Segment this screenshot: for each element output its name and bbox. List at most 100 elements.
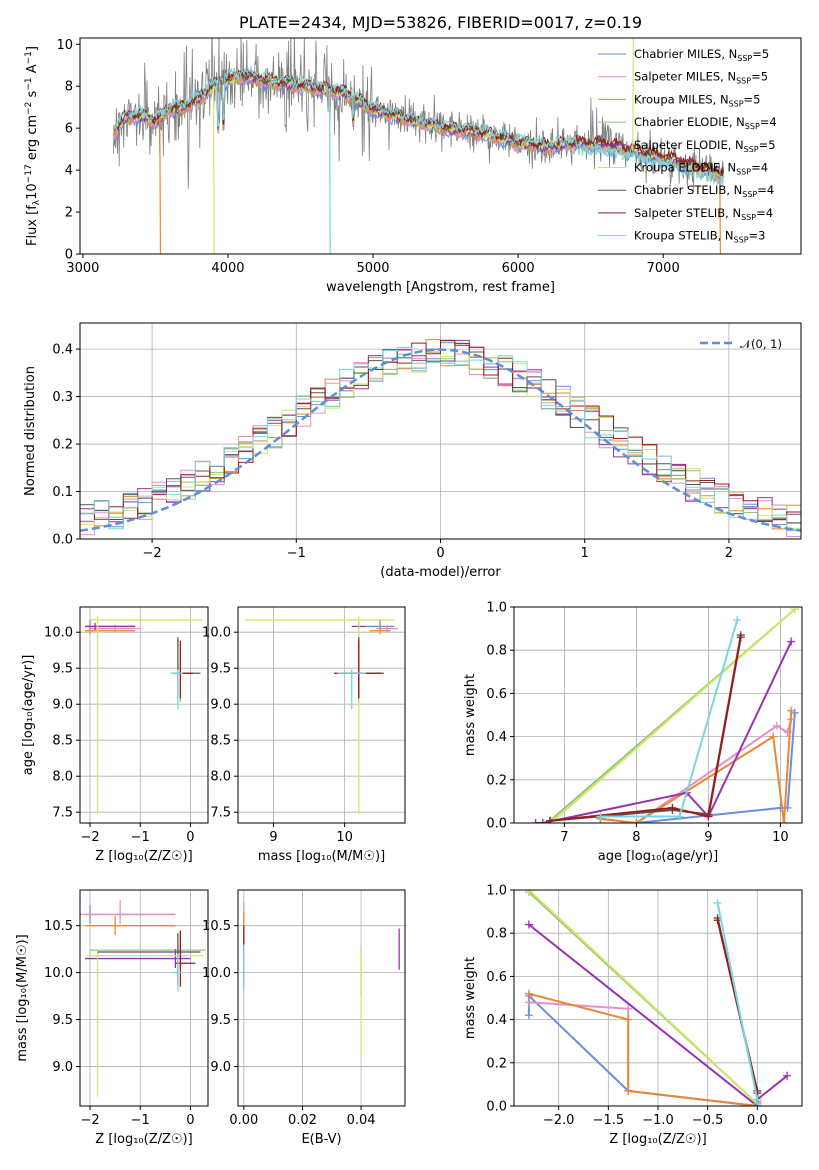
weight-line-salpeter_stelib [549, 637, 742, 822]
model-spike [632, 38, 635, 151]
age_vs_mass-panel: 9 10 7.5 8.0 8.5 9.0 9.5 10.0 mass [log₁₀(M/M☉)] [202, 606, 406, 864]
weight-marker-salpeter_stelib [736, 633, 745, 642]
x-tick-label: −0.5 [692, 1113, 724, 1128]
spectrum-legend: Chabrier MILES, NSSP=5 Salpeter MILES, NS… [598, 47, 777, 245]
x-tick-label: 6000 [502, 261, 535, 276]
weight-marker-salpeter_elodie [538, 819, 547, 823]
x-tick-label: 0 [186, 1113, 194, 1128]
x-tick-label: 10 [772, 830, 789, 845]
age_vs_mass-plot-area [245, 616, 398, 815]
weight-marker-kroupa_stelib [596, 812, 605, 821]
x-axis-label: Z [log₁₀(Z/Z☉)] [609, 1132, 706, 1147]
weight-line-kroupa_miles [528, 992, 759, 1106]
y-tick-label: 9.5 [210, 1013, 231, 1028]
model-spike [719, 173, 722, 254]
x-tick-label: 4000 [211, 261, 244, 276]
x-tick-label: 0 [186, 830, 194, 845]
x-tick-label: 9 [704, 830, 712, 845]
data-spectrum [113, 38, 725, 191]
legend-entry: 𝒩(0, 1) [740, 337, 782, 351]
weight-marker-kroupa_stelib [713, 898, 722, 907]
weight_vs_age-plot-area [531, 607, 799, 823]
legend-entry: Chabrier MILES, NSSP=5 [634, 47, 769, 63]
y-axis-label: mass weight [463, 674, 478, 756]
y-tick-label: 0.2 [486, 773, 507, 788]
x-tick-label: 9 [269, 830, 277, 845]
y-tick-label: 9.0 [210, 1060, 231, 1075]
weight-marker-chabrier_miles [524, 1011, 533, 1020]
x-tick-label: 2 [725, 546, 733, 561]
histogram-chabrier_stelib [80, 343, 801, 524]
axes-frame [79, 606, 209, 824]
x-tick-label: −2 [80, 1113, 99, 1128]
histogram-kroupa_miles [80, 339, 801, 530]
y-tick-label: 9.5 [52, 1013, 73, 1028]
age_vs_z-plot-area [85, 616, 203, 815]
x-axis-label: E(B-V) [301, 1132, 341, 1147]
y-tick-label: 8.5 [52, 734, 73, 749]
weight-marker-salpeter_miles [524, 998, 533, 1007]
legend-entry: Salpeter STELIB, NSSP=4 [634, 206, 773, 222]
weight-marker-salpeter_stelib [668, 803, 677, 812]
y-tick-label: 1.0 [486, 601, 507, 616]
y-tick-label: 9.5 [52, 662, 73, 677]
histogram-salpeter_stelib [80, 340, 801, 521]
y-tick-label: 10.0 [202, 966, 231, 981]
residuals-panel: −2 −1 0 1 2 0.0 0.1 0.2 0.3 0.4 (data-model)/error… [23, 322, 802, 580]
chart-title: PLATE=2434, MJD=53826, FIBERID=0017, z=0… [239, 13, 642, 32]
weight_vs_z-panel: −2.0 −1.5 −1.0 −0.5 0.0 0.0 0.2 0.4 0.6 0.8 1.0 Z [… [463, 884, 803, 1147]
x-axis-label: age [log₁₀(age/yr)] [598, 849, 719, 864]
y-tick-label: 0.6 [486, 970, 507, 985]
x-tick-label: −2.0 [543, 1113, 575, 1128]
y-tick-label: 0.6 [486, 687, 507, 702]
x-tick-label: 7 [560, 830, 568, 845]
y-tick-label: 0.3 [52, 390, 73, 405]
residuals-legend: 𝒩(0, 1) [700, 337, 782, 351]
y-tick-label: 9.0 [52, 1060, 73, 1075]
x-tick-label: 0.04 [347, 1113, 376, 1128]
weight-marker-kroupa_miles [780, 819, 788, 823]
x-tick-label: −2 [143, 546, 162, 561]
weight-marker-kroupa_miles [524, 989, 533, 998]
x-tick-label: 0 [436, 546, 444, 561]
legend-entry: Chabrier ELODIE, NSSP=4 [634, 115, 777, 131]
x-axis-label: mass [log₁₀(M/M☉)] [258, 849, 385, 864]
age_vs_z-panel: −2 −1 0 7.5 8.0 8.5 9.0 9.5 10.0 Z [log₁₀(Z/Z☉)] a… [21, 606, 209, 864]
residuals-plot-area [80, 339, 801, 537]
weight-marker-kroupa_miles [624, 1015, 633, 1024]
y-tick-label: 0.4 [52, 343, 73, 358]
weight-line-chabrier_miles [527, 993, 759, 1106]
weight_vs_z-plot-area [524, 890, 792, 1106]
y-tick-label: 9.0 [210, 698, 231, 713]
y-tick-label: 1.0 [486, 884, 507, 899]
y-tick-label: 10 [56, 38, 73, 53]
y-tick-label: 10.0 [44, 966, 73, 981]
x-tick-label: −1 [131, 1113, 150, 1128]
y-tick-label: 0.4 [486, 730, 507, 745]
weight-line-chabrier_miles [600, 712, 796, 823]
axes-frame [237, 606, 406, 824]
weight-marker-kroupa_stelib [753, 1099, 762, 1106]
y-tick-label: 7.5 [52, 806, 73, 821]
y-tick-label: 8.0 [52, 770, 73, 785]
mass_vs_z-panel: −2 −1 0 9.0 9.5 10.0 10.5 Z [log₁₀(Z/Z☉)] mass [… [15, 889, 209, 1147]
x-tick-label: 7000 [647, 261, 680, 276]
y-axis-label: age [log₁₀(age/yr)] [21, 655, 36, 776]
y-tick-label: 0.8 [486, 644, 507, 659]
y-tick-label: 0.0 [486, 1100, 507, 1115]
weight-marker-kroupa_miles [769, 732, 778, 741]
x-axis-label: wavelength [Angstrom, rest frame] [326, 280, 555, 295]
histogram-kroupa_stelib [80, 347, 801, 530]
y-tick-label: 0.4 [486, 1013, 507, 1028]
x-tick-label: −1.0 [642, 1113, 674, 1128]
y-tick-label: 10.5 [202, 919, 231, 934]
x-tick-label: −1.5 [593, 1113, 625, 1128]
y-tick-label: 0.1 [52, 485, 73, 500]
y-axis-label: Normed distribution [23, 366, 38, 496]
weight-marker-kroupa_miles [787, 706, 796, 715]
y-axis-label: Flux [fλ10−17 erg cm−2 s−1 A−1] [24, 46, 42, 246]
axes-frame [237, 889, 406, 1107]
model-spike [212, 86, 215, 254]
mass_vs_ebv-plot-area [243, 902, 400, 1058]
